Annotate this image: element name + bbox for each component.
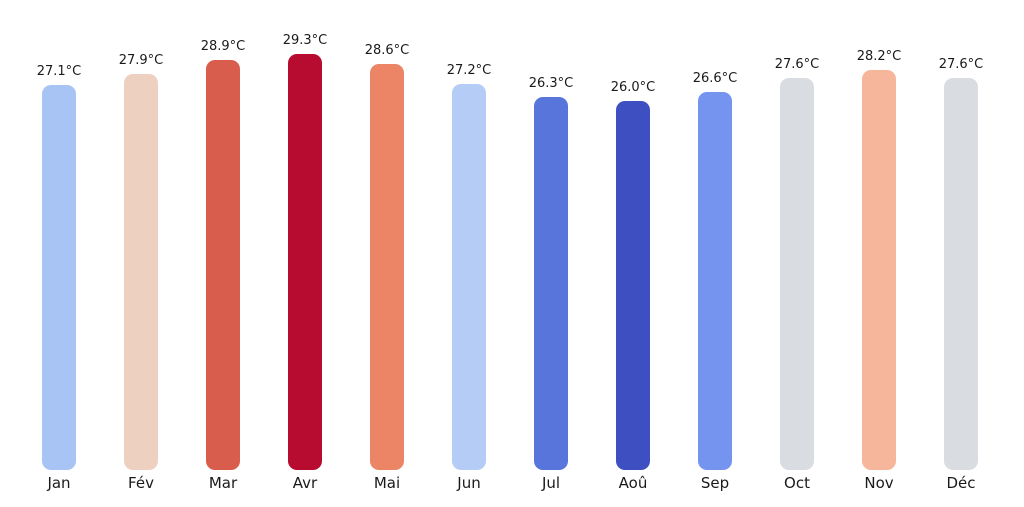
bar-jun [452, 84, 486, 470]
bar-fev [124, 74, 158, 470]
month-label-dec: Déc [946, 474, 976, 492]
month-label-aou: Aoû [618, 474, 648, 492]
value-label-aou: 26.0°C [610, 80, 656, 95]
bar-avr [288, 54, 322, 470]
month-label-fev: Fév [128, 474, 154, 492]
month-label-mar: Mar [208, 474, 238, 492]
bar-mar [206, 60, 240, 470]
month-label-jun: Jun [457, 474, 481, 492]
value-label-mai: 28.6°C [364, 43, 410, 58]
value-label-oct: 27.6°C [774, 57, 820, 72]
month-label-oct: Oct [784, 474, 810, 492]
bar-oct [780, 78, 814, 470]
value-label-nov: 28.2°C [856, 49, 902, 64]
value-label-sep: 26.6°C [692, 71, 738, 86]
bar-mai [370, 64, 404, 470]
bar-dec [944, 78, 978, 470]
value-label-dec: 27.6°C [938, 57, 984, 72]
value-label-avr: 29.3°C [282, 33, 328, 48]
value-label-jan: 27.1°C [36, 64, 82, 79]
bar-nov [862, 70, 896, 470]
month-label-nov: Nov [864, 474, 894, 492]
value-label-mar: 28.9°C [200, 39, 246, 54]
bar-jul [534, 97, 568, 470]
month-label-mai: Mai [373, 474, 401, 492]
bar-jan [42, 85, 76, 470]
value-label-jul: 26.3°C [528, 76, 574, 91]
month-label-avr: Avr [292, 474, 318, 492]
value-label-fev: 27.9°C [118, 53, 164, 68]
month-label-jan: Jan [47, 474, 71, 492]
bar-sep [698, 92, 732, 470]
bar-aou [616, 101, 650, 470]
month-label-jul: Jul [541, 474, 561, 492]
month-label-sep: Sep [700, 474, 730, 492]
value-label-jun: 27.2°C [446, 63, 492, 78]
